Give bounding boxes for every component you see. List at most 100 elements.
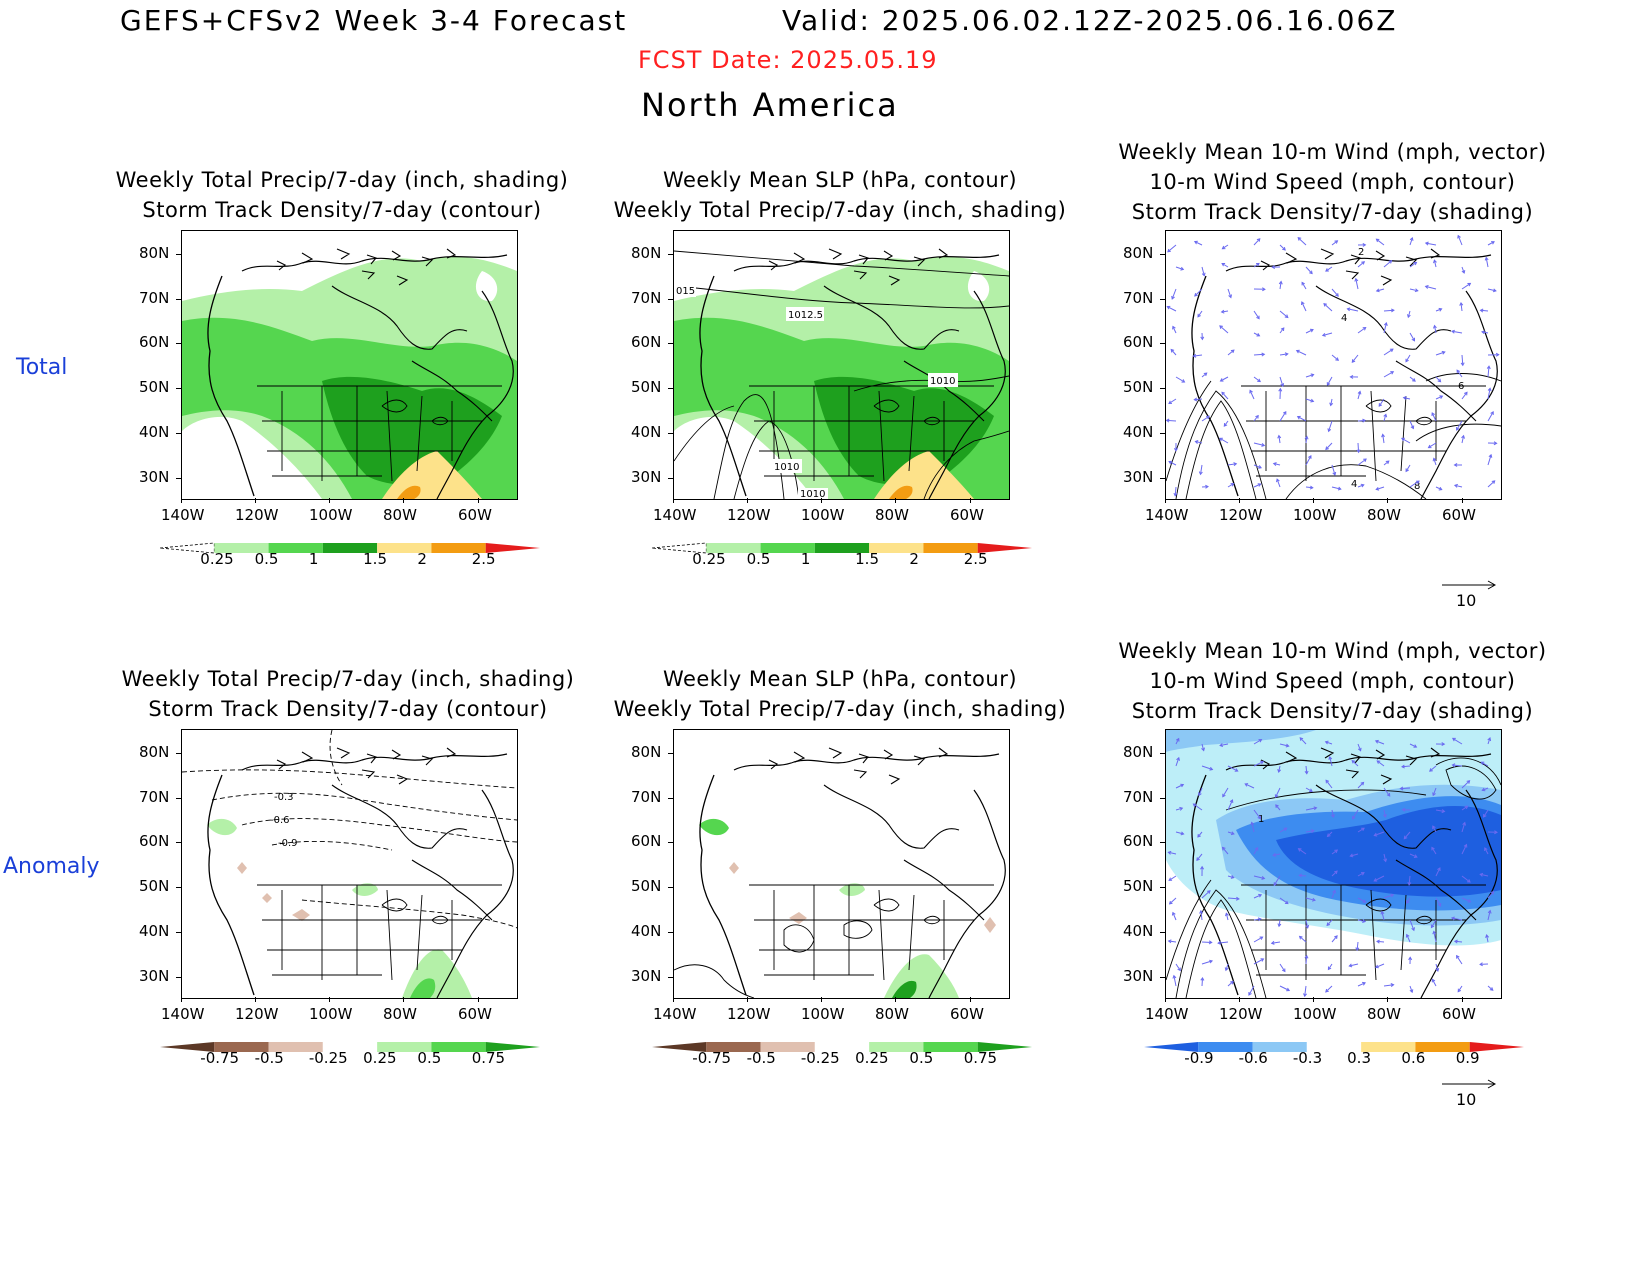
wind-vector (1253, 353, 1265, 356)
wind-vector (1457, 235, 1463, 246)
wind-vector (1331, 464, 1336, 476)
precip-heavy-region (814, 376, 994, 485)
colorbar-label: 1 (800, 550, 811, 568)
lon-tick-mark (1239, 498, 1240, 503)
panel6-title-line3: Storm Track Density/7-day (shading) (1131, 699, 1534, 723)
wind-vector-head (1460, 362, 1465, 367)
wind-vector (1218, 941, 1229, 944)
colorbar-segment (431, 1042, 486, 1052)
wind-vector-head (1390, 308, 1395, 313)
wind-vector (1461, 354, 1464, 366)
wind-vector-head (1456, 954, 1460, 959)
wind-vector-head (1168, 900, 1173, 905)
lat-tick-mark (176, 388, 181, 389)
wind-vector (1482, 787, 1489, 791)
wind-vector (1221, 310, 1229, 313)
anom-label-b: -0.6 (270, 815, 290, 826)
wind-vector-head (1432, 930, 1437, 935)
anom-positive-region-4 (352, 883, 378, 896)
wind-label-b: 4 (1341, 313, 1347, 324)
panel1-map-graphic (182, 248, 517, 499)
wind-vector (1357, 261, 1365, 268)
wind-vector (1452, 764, 1463, 767)
wind-vector (1357, 391, 1361, 400)
wind-vector-head (1323, 302, 1328, 307)
wind-vector (1249, 390, 1255, 400)
wind-vector-head (1273, 882, 1278, 887)
colorbar-segment (431, 543, 486, 553)
wind-vector (1409, 480, 1420, 488)
wind-vector (1331, 890, 1336, 899)
wind-vector (1376, 760, 1385, 767)
panel3-map-graphic: 2 4 6 4 8 (1166, 234, 1501, 499)
wind-vector (1357, 327, 1366, 334)
wind-vector (1350, 853, 1359, 857)
wind-vector-head (1176, 756, 1180, 761)
wind-vector (1409, 919, 1415, 931)
wind-vector-head (1383, 858, 1388, 863)
wind-vector (1409, 332, 1415, 342)
wind-vector (1253, 332, 1260, 337)
wind-vector-head (1466, 780, 1471, 784)
colorbar-precip-total-2 (652, 542, 1032, 554)
wind-vector-head (1258, 465, 1262, 469)
wind-vector-head (1220, 309, 1225, 314)
colorbar-segment (652, 542, 707, 554)
wind-vector (1357, 419, 1366, 422)
wind-vector-head (1424, 285, 1429, 289)
wind-vector-head (1230, 483, 1235, 487)
wind-vector (1278, 435, 1281, 444)
wind-vector-head (1484, 847, 1488, 852)
wind-vector-head (1327, 966, 1332, 971)
wind-vector (1220, 743, 1229, 746)
wind-vector (1483, 809, 1489, 818)
wind-vector-head (1219, 378, 1224, 382)
vector-reference-arrow (1442, 580, 1497, 590)
wind-vector (1227, 463, 1237, 466)
lat-tick-label: 80N (631, 244, 662, 262)
wind-vector-head (1453, 462, 1458, 467)
wind-vector-head (1326, 833, 1331, 838)
wind-vector (1195, 441, 1203, 444)
wind-vector-head (1479, 872, 1484, 877)
wind-vector-head (1200, 976, 1205, 981)
wind-vector (1325, 442, 1333, 450)
wind-vector-head (1362, 919, 1367, 923)
wind-vector (1435, 395, 1443, 400)
wind-vector (1279, 827, 1287, 833)
colorbar-segment (268, 543, 323, 553)
wind-vector-head (1180, 266, 1185, 271)
wind-vector (1276, 479, 1281, 488)
wind-vector (1167, 306, 1177, 312)
wind-vector-head (1284, 900, 1289, 905)
wind-vector-head (1334, 935, 1338, 939)
colorbar-segment (1306, 1042, 1362, 1052)
wind-vector (1253, 847, 1259, 855)
wind-vector-head (1270, 940, 1275, 945)
lon-tick-mark (403, 997, 404, 1002)
wind-vector (1227, 831, 1235, 835)
wind-vector (1484, 847, 1489, 855)
colorbar-label: -0.25 (800, 1049, 840, 1067)
vector-reference-label: 10 (1456, 591, 1477, 610)
lat-tick-mark (1160, 388, 1165, 389)
wind-vector (1197, 831, 1203, 838)
wind-vector (1409, 853, 1418, 858)
panel2-map-graphic: 015 1012.5 1010 1010 1010 (674, 248, 1009, 499)
wind-vector-head (1250, 821, 1255, 826)
wind-vector (1408, 875, 1411, 885)
wind-vector-head (1451, 763, 1456, 768)
wind-vector (1461, 780, 1470, 789)
wind-vector (1299, 936, 1307, 943)
lat-tick-mark (668, 798, 673, 799)
wind-vector (1305, 455, 1312, 466)
lat-tick-mark (1160, 977, 1165, 978)
wind-vector-head (1409, 989, 1414, 994)
precip-high-region (382, 451, 482, 499)
panel5-title-line2: Weekly Total Precip/7-day (inch, shading… (613, 697, 1067, 721)
wind-vector-head (1168, 400, 1173, 405)
wind-vector-head (1405, 933, 1410, 938)
wind-vector-head (1310, 398, 1315, 403)
colorbar-segment (760, 543, 815, 553)
wind-vector (1175, 807, 1183, 811)
